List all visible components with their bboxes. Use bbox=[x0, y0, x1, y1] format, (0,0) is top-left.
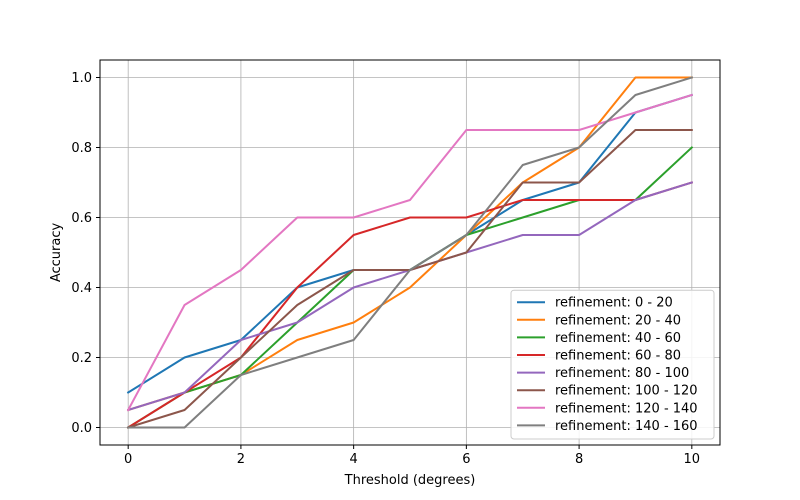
legend-label: refinement: 60 - 80 bbox=[555, 349, 681, 364]
y-tick-label: 0.8 bbox=[71, 141, 92, 156]
x-tick-label: 2 bbox=[237, 452, 245, 467]
legend-box bbox=[510, 289, 715, 440]
y-tick-label: 1.0 bbox=[71, 71, 92, 86]
legend-label: refinement: 100 - 120 bbox=[555, 384, 698, 399]
x-axis-ticks: 0 2 4 6 8 10 bbox=[124, 445, 700, 467]
legend-label: refinement: 140 - 160 bbox=[555, 419, 698, 434]
series-line-7 bbox=[127, 76, 694, 429]
y-tick-label: 0.0 bbox=[71, 421, 92, 436]
legend-label: refinement: 120 - 140 bbox=[555, 401, 698, 416]
x-tick-label: 10 bbox=[684, 452, 701, 467]
y-tick-label: 0.2 bbox=[71, 351, 92, 366]
legend: refinement: 0 - 20 refinement: 20 - 40 ref… bbox=[510, 289, 715, 440]
y-tick-label: 0.6 bbox=[71, 211, 92, 226]
series-line-3 bbox=[126, 181, 694, 429]
legend-label: refinement: 0 - 20 bbox=[555, 296, 673, 311]
legend-label: refinement: 20 - 40 bbox=[555, 313, 681, 328]
legend-label: refinement: 80 - 100 bbox=[555, 366, 689, 381]
y-axis-label: Accuracy bbox=[49, 223, 64, 283]
series-line-6 bbox=[126, 93, 694, 412]
x-tick-label: 8 bbox=[575, 452, 583, 467]
x-tick-label: 0 bbox=[124, 452, 132, 467]
y-axis-ticks: 0.0 0.2 0.4 0.6 0.8 1.0 bbox=[71, 71, 100, 436]
y-tick-label: 0.4 bbox=[71, 281, 92, 296]
plot-frame bbox=[99, 59, 721, 446]
legend-label: refinement: 40 - 60 bbox=[555, 331, 681, 346]
x-tick-label: 4 bbox=[349, 452, 357, 467]
x-tick-label: 6 bbox=[462, 452, 470, 467]
x-axis-label: Threshold (degrees) bbox=[344, 473, 476, 488]
series-lines bbox=[126, 76, 694, 429]
